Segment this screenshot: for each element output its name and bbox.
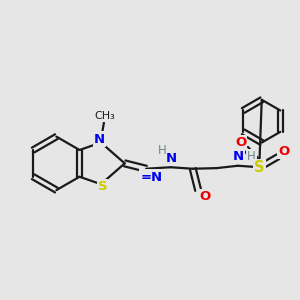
- Text: =N: =N: [140, 170, 163, 184]
- Text: N: N: [94, 133, 105, 146]
- Text: O: O: [199, 190, 210, 203]
- Text: H: H: [247, 150, 256, 163]
- Text: O: O: [235, 136, 246, 149]
- Text: N: N: [166, 152, 177, 165]
- Text: CH₃: CH₃: [94, 111, 115, 121]
- Text: H: H: [158, 144, 167, 158]
- Text: S: S: [254, 160, 265, 175]
- Text: S: S: [98, 180, 107, 193]
- Text: O: O: [278, 145, 290, 158]
- Text: N: N: [233, 150, 244, 163]
